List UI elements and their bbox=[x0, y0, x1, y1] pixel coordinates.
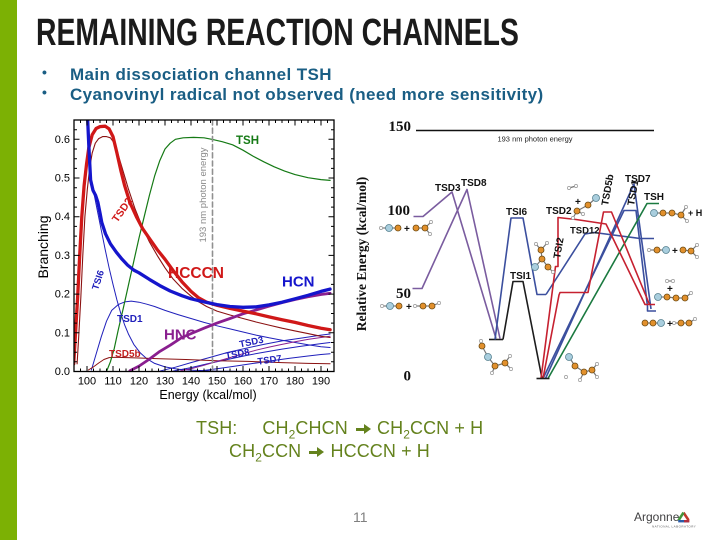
svg-text:193 nm photon energy: 193 nm photon energy bbox=[497, 135, 572, 144]
svg-text:Relative Energy (kcal/mol): Relative Energy (kcal/mol) bbox=[354, 177, 369, 331]
svg-text:0.6: 0.6 bbox=[55, 134, 70, 146]
svg-text:NATIONAL LABORATORY: NATIONAL LABORATORY bbox=[652, 525, 696, 529]
svg-text:TSD12: TSD12 bbox=[570, 226, 600, 237]
svg-text:+ H: + H bbox=[688, 208, 702, 218]
svg-text:193 nm photon energy: 193 nm photon energy bbox=[198, 147, 209, 242]
svg-text:TSH: TSH bbox=[236, 135, 259, 147]
svg-text:0.2: 0.2 bbox=[55, 289, 70, 301]
svg-text:0.5: 0.5 bbox=[55, 173, 70, 185]
svg-text:TSD3: TSD3 bbox=[238, 335, 264, 351]
svg-text:TSD8: TSD8 bbox=[225, 347, 251, 362]
svg-text:HCCCN: HCCCN bbox=[168, 265, 224, 282]
svg-text:TSD1: TSD1 bbox=[626, 179, 641, 207]
svg-text:130: 130 bbox=[156, 376, 174, 388]
svg-text:140: 140 bbox=[182, 376, 200, 388]
svg-text:TSD8: TSD8 bbox=[461, 178, 487, 189]
svg-text:+: + bbox=[404, 224, 410, 235]
svg-text:+: + bbox=[667, 319, 673, 330]
svg-text:110: 110 bbox=[104, 376, 122, 388]
svg-text:0: 0 bbox=[404, 369, 412, 385]
svg-text:+: + bbox=[575, 197, 581, 208]
svg-text:150: 150 bbox=[389, 119, 412, 135]
svg-text:0.0: 0.0 bbox=[55, 366, 70, 378]
svg-text:TSI6: TSI6 bbox=[90, 269, 107, 291]
svg-text:0.1: 0.1 bbox=[55, 327, 70, 339]
svg-text:TSD5b: TSD5b bbox=[600, 173, 616, 206]
svg-text:50: 50 bbox=[396, 286, 411, 302]
svg-text:0.3: 0.3 bbox=[55, 250, 70, 262]
svg-text:+: + bbox=[667, 284, 673, 295]
svg-text:HNC: HNC bbox=[164, 327, 197, 344]
svg-text:TSD7: TSD7 bbox=[625, 174, 651, 185]
svg-text:170: 170 bbox=[260, 376, 278, 388]
svg-text:150: 150 bbox=[208, 376, 226, 388]
svg-text:TSD7: TSD7 bbox=[257, 353, 283, 367]
svg-text:+: + bbox=[672, 246, 678, 257]
svg-text:120: 120 bbox=[130, 376, 148, 388]
svg-text:160: 160 bbox=[234, 376, 252, 388]
svg-text:TSD1: TSD1 bbox=[117, 314, 143, 325]
svg-text:TSI1: TSI1 bbox=[510, 271, 532, 282]
svg-text:Argonne: Argonne bbox=[634, 510, 680, 524]
svg-text:TSD5b: TSD5b bbox=[109, 349, 141, 360]
svg-text:TSD2: TSD2 bbox=[546, 206, 572, 217]
svg-text:180: 180 bbox=[286, 376, 304, 388]
svg-text:100: 100 bbox=[78, 376, 96, 388]
svg-text:Energy (kcal/mol): Energy (kcal/mol) bbox=[159, 388, 256, 402]
svg-text:190: 190 bbox=[312, 376, 330, 388]
svg-text:TSD3: TSD3 bbox=[435, 183, 461, 194]
svg-text:100: 100 bbox=[388, 203, 411, 219]
svg-text:HCN: HCN bbox=[282, 274, 315, 291]
svg-text:TSI6: TSI6 bbox=[506, 207, 528, 218]
svg-text:Branching: Branching bbox=[35, 215, 51, 278]
svg-text:TSI2: TSI2 bbox=[552, 236, 567, 259]
svg-text:0.4: 0.4 bbox=[55, 211, 70, 223]
svg-text:TSH: TSH bbox=[644, 192, 664, 203]
svg-text:+: + bbox=[406, 302, 412, 313]
svg-text:TSD2: TSD2 bbox=[110, 196, 135, 225]
